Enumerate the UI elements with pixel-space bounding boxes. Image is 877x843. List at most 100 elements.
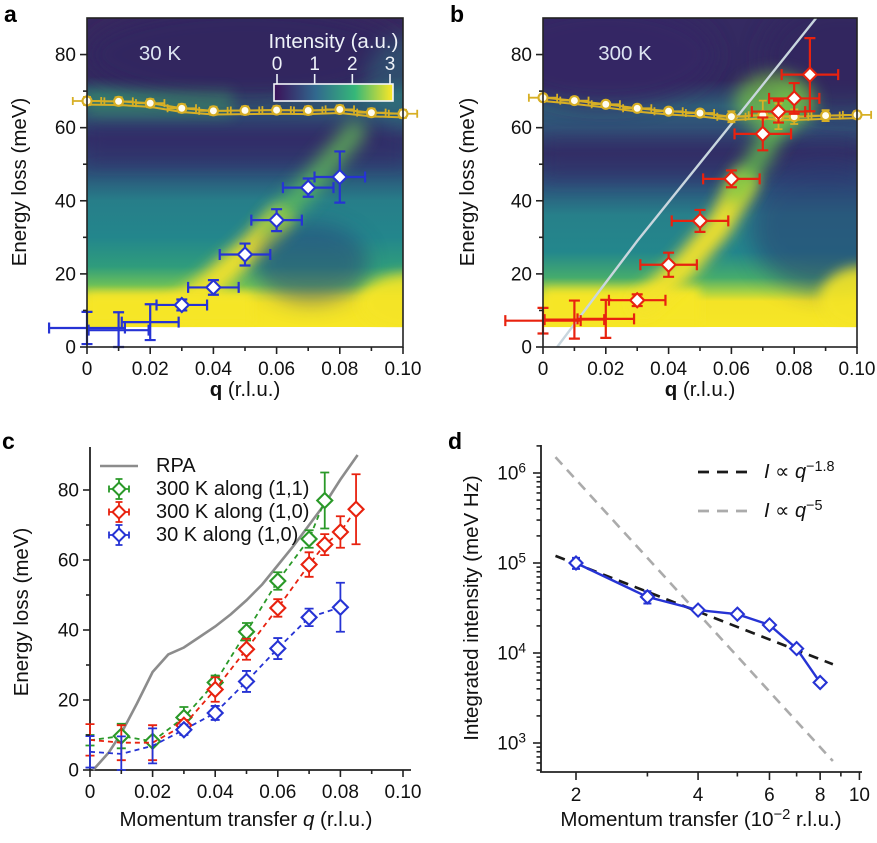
y-tick-label: 103 [497,731,526,755]
y-tick-label: 20 [55,264,76,285]
legend-label: 300 K along (1,0) [156,501,309,523]
data-point-marker [334,103,346,115]
series-phonon-65meV [71,95,419,120]
colorbar-gradient [273,83,394,102]
x-tick-label: 0.04 [197,782,234,803]
data-point-marker [761,616,778,633]
data-point-marker [788,640,805,657]
x-tick-label: 0.04 [650,359,687,380]
y-error-bar [568,299,580,340]
panel-b-heatmap-300K: 0 0.02 0.04 0.06 0.08 0.10 0 20 40 60 80 300 K q (r.… [456,17,876,401]
x-tick-label: 0.08 [321,359,358,380]
data-point-marker [820,110,832,122]
x-tick-label: 0 [538,359,549,380]
panel-letter-b: b [450,1,465,27]
legend-label: 300 K along (1,1) [156,478,309,500]
x-tick-label: 4 [693,785,704,806]
x-tick-label: 0 [82,359,93,380]
axis-ticks [83,489,404,777]
data-point-marker [176,102,188,114]
data-point-marker [331,523,350,541]
data-point-marker [174,720,193,739]
y-tick-label: 20 [58,691,79,712]
rpa-line [556,18,818,347]
data-point-marker [113,95,125,107]
y-axis-title: Integrated intensity (meV Hz) [460,475,483,740]
heatmap-image [543,18,857,347]
data-point-marker [801,66,819,84]
data-point-marker [729,606,746,623]
data-point-marker [568,555,584,571]
data-point-marker [204,278,222,296]
axis-ticks [80,53,404,354]
panel-letter-a: a [4,1,17,27]
tick-labels: 2 4 6 8 10 103 104 105 106 [497,461,870,807]
data-point-marker [239,104,251,117]
data-point-marker [144,97,156,109]
heatmap-image [87,18,403,347]
data-point-marker [206,680,225,699]
y-tick-label: 104 [497,641,526,665]
x-axis-title: Momentum transfer q (r.l.u.) [120,808,373,831]
data-point-marker [628,291,646,309]
data-point-marker [568,95,580,107]
temperature-label: 300 K [598,42,652,65]
y-tick-label: 40 [55,191,76,212]
data-point-marker [268,211,286,229]
colorbar-tick-label: 3 [385,54,396,75]
data-point-marker [785,89,803,107]
x-tick-label: 2 [571,785,582,806]
data-point-marker [600,98,612,110]
y-error-bar [148,727,158,765]
series-30K-dispersion [47,150,367,349]
colorbar-tick-label: 2 [347,54,358,75]
y-tick-label: 40 [511,191,532,212]
y-tick-label: 40 [58,621,79,642]
data-point-marker [631,102,643,114]
data-point-marker [694,107,706,119]
x-axis-title: Momentum transfer (10−2 r.l.u.) [560,807,841,831]
y-tick-label: 60 [55,118,76,139]
x-axis-title: q (r.l.u.) [665,378,736,401]
y-tick-label: 80 [58,481,79,502]
y-tick-label: 105 [497,551,526,575]
data-point-marker [268,572,287,590]
temperature-label: 30 K [139,42,181,65]
data-point-marker [300,555,319,574]
data-point-marker [207,105,219,117]
x-tick-label: 0.10 [839,359,876,380]
data-point-marker [206,703,225,722]
y-axis-title: Energy loss (meV) [456,98,479,267]
data-point-marker [754,125,772,143]
data-point-marker [725,111,737,123]
colorbar-title: Intensity (a.u.) [269,30,399,53]
data-point-marker [236,246,254,263]
x-tick-label: 0 [85,782,96,803]
legend-label: RPA [156,455,196,477]
x-tick-label: 0.10 [385,359,422,380]
data-point-marker [299,179,317,197]
data-point-marker [300,608,319,627]
data-point-marker [111,504,127,520]
data-point-marker [315,535,334,554]
x-tick-label: 0.10 [385,782,422,803]
data-point-marker [690,602,707,619]
data-point-marker [268,598,287,617]
legend: I ∝ q−1.8 I ∝ q−5 [698,459,835,522]
data-point-marker [271,104,283,116]
y-error-bar [144,303,156,342]
colorbar: Intensity (a.u.)0 1 2 3 [269,30,399,102]
data-point-marker [660,256,678,274]
colorbar-tick-label: 0 [272,54,283,75]
data-point-marker [237,622,256,641]
x-tick-label: 0.06 [713,359,750,380]
data-point-marker [639,588,656,605]
legend-label: 30 K along (1,0) [156,524,298,546]
data-point-marker [663,105,675,117]
x-tick-label: 6 [764,785,775,806]
legend-label: I ∝ q−1.8 [764,459,835,483]
data-point-marker [237,640,256,659]
